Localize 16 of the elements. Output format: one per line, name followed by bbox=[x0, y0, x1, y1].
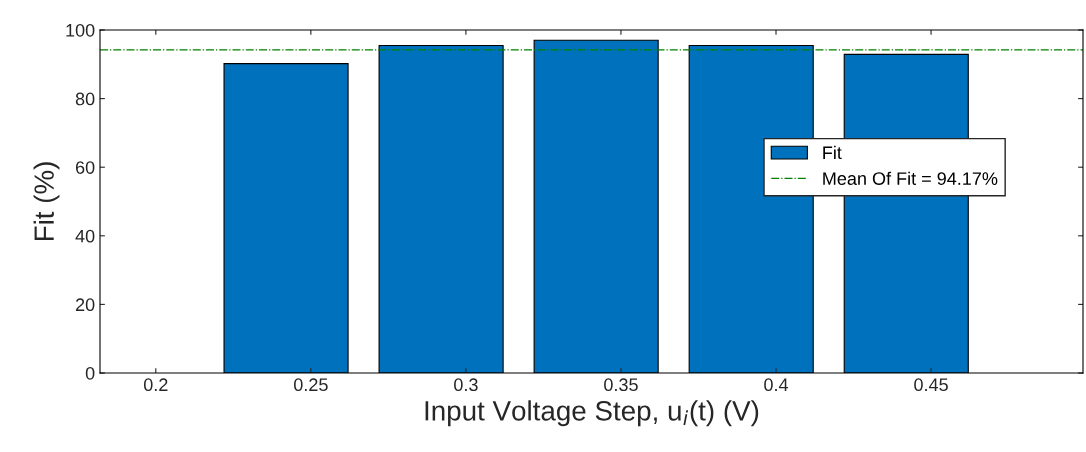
y-tick-label: 100 bbox=[66, 23, 95, 37]
y-tick-label: 40 bbox=[75, 229, 95, 243]
legend-label: Mean Of Fit = 94.17% bbox=[823, 171, 998, 185]
x-tick-label: 0.2 bbox=[143, 378, 168, 392]
y-tick-label: 0 bbox=[85, 366, 95, 380]
x-tick-label: 0.4 bbox=[764, 378, 789, 392]
y-tick-label: 60 bbox=[75, 161, 95, 174]
x-tick-label: 0.35 bbox=[604, 378, 638, 392]
x-tick-label: 0.45 bbox=[914, 378, 948, 392]
legend-label: Fit bbox=[823, 145, 842, 160]
x-tick-label: 0.3 bbox=[454, 378, 478, 392]
y-axis-title: Fit (%) bbox=[33, 162, 60, 241]
y-tick-label: 20 bbox=[75, 298, 95, 312]
x-tick-label: 0.25 bbox=[294, 378, 328, 392]
x-axis-title: Input Voltage Step, u$_{i}$(t) (V) bbox=[425, 400, 759, 427]
y-tick-label: 80 bbox=[75, 92, 95, 106]
